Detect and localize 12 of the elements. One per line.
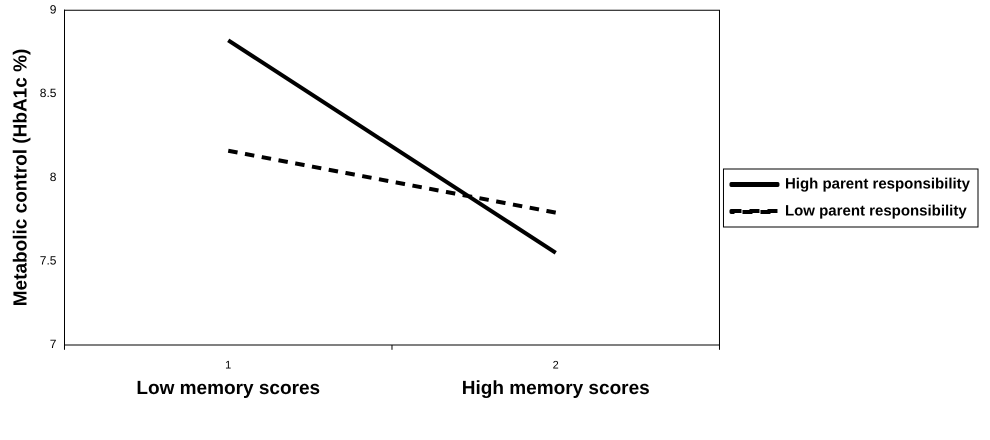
y-tick-label: 8 bbox=[50, 170, 57, 184]
x-tick-label: 2 bbox=[552, 359, 559, 372]
y-axis-title: Metabolic control (HbA1c %) bbox=[10, 48, 32, 306]
y-tick-label: 7 bbox=[50, 337, 57, 352]
y-tick-label: 7.5 bbox=[40, 253, 57, 268]
legend-label: High parent responsibility bbox=[784, 176, 971, 193]
text: High memory scores bbox=[462, 378, 650, 400]
x-tick-label: 1 bbox=[225, 359, 232, 372]
text: Low memory scores bbox=[136, 378, 320, 400]
legend-label: Low parent responsibility bbox=[784, 202, 968, 220]
y-tick-label: 8.5 bbox=[40, 86, 57, 100]
y-tick-label: 9 bbox=[50, 2, 57, 17]
